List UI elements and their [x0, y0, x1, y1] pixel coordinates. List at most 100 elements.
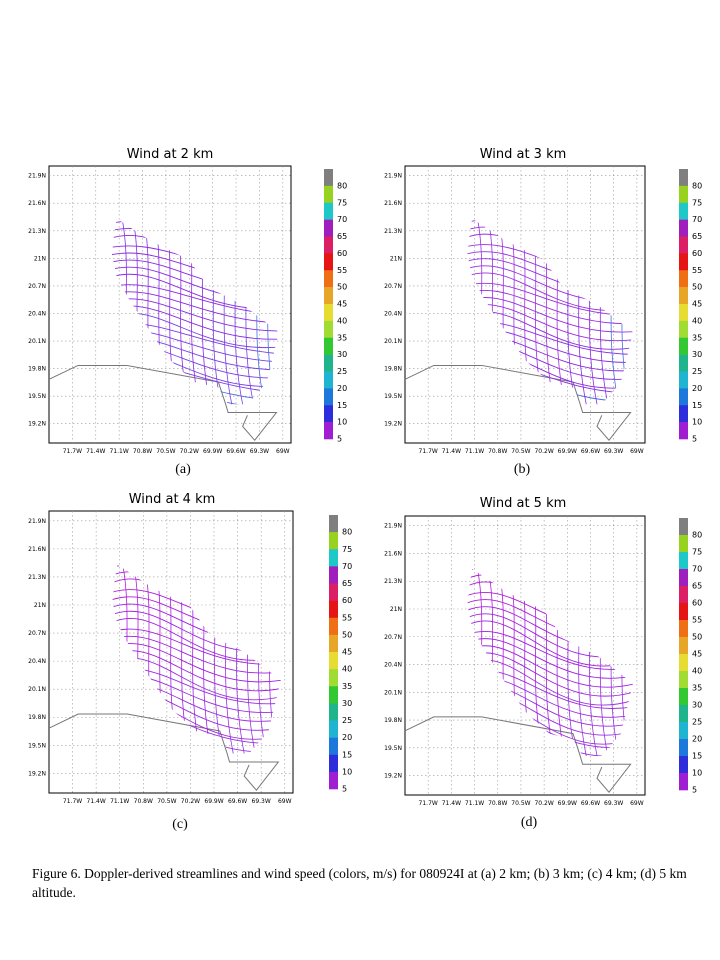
- colorbar-label: 25: [692, 718, 702, 727]
- colorbar-swatch: [329, 686, 338, 704]
- map-panel-d: Wind at 5 km 71.7W 71.4W 71.1W 70.8W 70.5W 70.…: [384, 496, 702, 830]
- colorbar-swatch: [679, 388, 688, 406]
- y-tick-label: 20.7N: [28, 283, 46, 290]
- x-tick-label: 71.4W: [442, 800, 461, 807]
- x-tick-label: 70.5W: [511, 800, 530, 807]
- colorbar-label: 80: [337, 181, 347, 190]
- colorbar-swatch: [679, 422, 688, 440]
- coastline: [48, 364, 278, 442]
- panel-title: Wind at 3 km: [480, 147, 567, 162]
- panel-title: Wind at 2 km: [127, 147, 214, 162]
- y-tick-label: 20.7N: [384, 634, 402, 641]
- colorbar-swatch: [324, 388, 333, 406]
- colorbar-label: 40: [337, 316, 347, 325]
- colorbar-swatch: [679, 405, 688, 423]
- y-tick-label: 21.6N: [384, 550, 402, 557]
- colorbar-swatch: [679, 671, 688, 689]
- y-tick-label: 19.5N: [384, 393, 402, 400]
- colorbar-label: 40: [342, 665, 352, 674]
- y-tick-label: 21N: [34, 255, 46, 262]
- y-tick-label: 19.8N: [384, 366, 402, 373]
- y-tick-label: 20.4N: [384, 662, 402, 669]
- y-tick-label: 20.4N: [28, 310, 46, 317]
- colorbar-swatch: [324, 320, 333, 339]
- colorbar-swatch: [324, 405, 333, 423]
- x-tick-label: 71.7W: [63, 798, 82, 805]
- colorbar-label: 60: [337, 249, 347, 258]
- x-tick-label: 69.9W: [203, 448, 222, 455]
- colorbar-label: 65: [337, 232, 347, 241]
- colorbar-swatch: [329, 583, 338, 601]
- colorbar-label: 50: [337, 283, 347, 292]
- panel-letter: (b): [514, 462, 531, 477]
- colorbar-label: 10: [342, 767, 352, 776]
- colorbar-swatch: [329, 549, 338, 567]
- panel-letter: (c): [172, 817, 188, 832]
- colorbar-swatch: [329, 617, 338, 636]
- colorbar-label: 45: [692, 650, 702, 659]
- map-panel-a: Wind at 2 km 71.7W 71.4W 71.1W 70.8W 70.5W 70.…: [28, 147, 347, 477]
- colorbar-label: 45: [337, 300, 347, 309]
- x-tick-label: 71.7W: [419, 448, 438, 455]
- x-tick-label: 69.9W: [558, 448, 577, 455]
- colorbar-swatch: [324, 354, 333, 372]
- colorbar-swatch: [329, 566, 338, 584]
- colorbar-label: 45: [342, 648, 352, 657]
- colorbar-swatch: [329, 771, 338, 790]
- colorbar-swatch: [679, 287, 688, 305]
- colorbar-label: 40: [692, 667, 702, 676]
- colorbar-swatch: [324, 304, 333, 322]
- colorbar-swatch: [679, 320, 688, 339]
- x-tick-label: 69.6W: [228, 798, 247, 805]
- colorbar-swatch: [324, 422, 333, 440]
- colorbar-swatch: [679, 569, 688, 587]
- colorbar-label: 70: [692, 565, 702, 574]
- x-tick-label: 69W: [630, 448, 644, 455]
- colorbar-label: 60: [692, 249, 702, 258]
- y-tick-label: 21.3N: [28, 228, 46, 235]
- y-tick-label: 21.6N: [28, 200, 46, 207]
- colorbar-label: 80: [692, 531, 702, 540]
- panel-letter: (d): [521, 815, 538, 830]
- coastline: [404, 716, 632, 794]
- x-tick-label: 70.5W: [157, 798, 176, 805]
- x-tick-label: 69.3W: [252, 798, 271, 805]
- colorbar-label: 15: [337, 401, 347, 410]
- x-tick-label: 71.7W: [63, 448, 82, 455]
- x-tick-label: 69.6W: [581, 800, 600, 807]
- colorbar-label: 10: [692, 418, 702, 427]
- y-tick-label: 20.7N: [384, 283, 402, 290]
- y-tick-label: 19.5N: [384, 745, 402, 752]
- colorbar-swatch: [679, 586, 688, 604]
- colorbar-label: 30: [342, 699, 352, 708]
- colorbar-swatch: [329, 669, 338, 687]
- colorbar: 80 75 70 65 60 55 50 45 40 35 30 25 20 15 10 5: [329, 515, 352, 794]
- y-tick-label: 20.1N: [384, 689, 402, 696]
- colorbar-label: 65: [692, 232, 702, 241]
- colorbar-swatch: [324, 337, 333, 355]
- colorbar-swatch: [679, 253, 688, 271]
- y-tick-label: 21.9N: [384, 523, 402, 530]
- x-tick-label: 70.2W: [181, 798, 200, 805]
- colorbar-swatch: [679, 518, 688, 536]
- colorbar-swatch: [679, 219, 688, 237]
- y-tick-label: 21N: [34, 602, 46, 609]
- colorbar-label: 35: [692, 684, 702, 693]
- colorbar-swatch: [329, 600, 338, 619]
- colorbar-swatch: [329, 532, 338, 550]
- y-tick-label: 21.3N: [384, 228, 402, 235]
- y-tick-label: 21.6N: [28, 546, 46, 553]
- x-tick-label: 71.4W: [87, 798, 106, 805]
- x-tick-label: 69.9W: [204, 798, 223, 805]
- colorbar-swatch: [679, 270, 688, 288]
- colorbar-label: 5: [337, 435, 342, 444]
- colorbar-swatch: [324, 236, 333, 254]
- colorbar-label: 10: [337, 418, 347, 427]
- colorbar-label: 10: [692, 769, 702, 778]
- coastline: [48, 713, 280, 791]
- colorbar-swatch: [329, 703, 338, 721]
- colorbar-swatch: [324, 270, 333, 288]
- colorbar-label: 30: [692, 701, 702, 710]
- colorbar-label: 35: [692, 333, 702, 342]
- x-tick-label: 70.2W: [180, 448, 199, 455]
